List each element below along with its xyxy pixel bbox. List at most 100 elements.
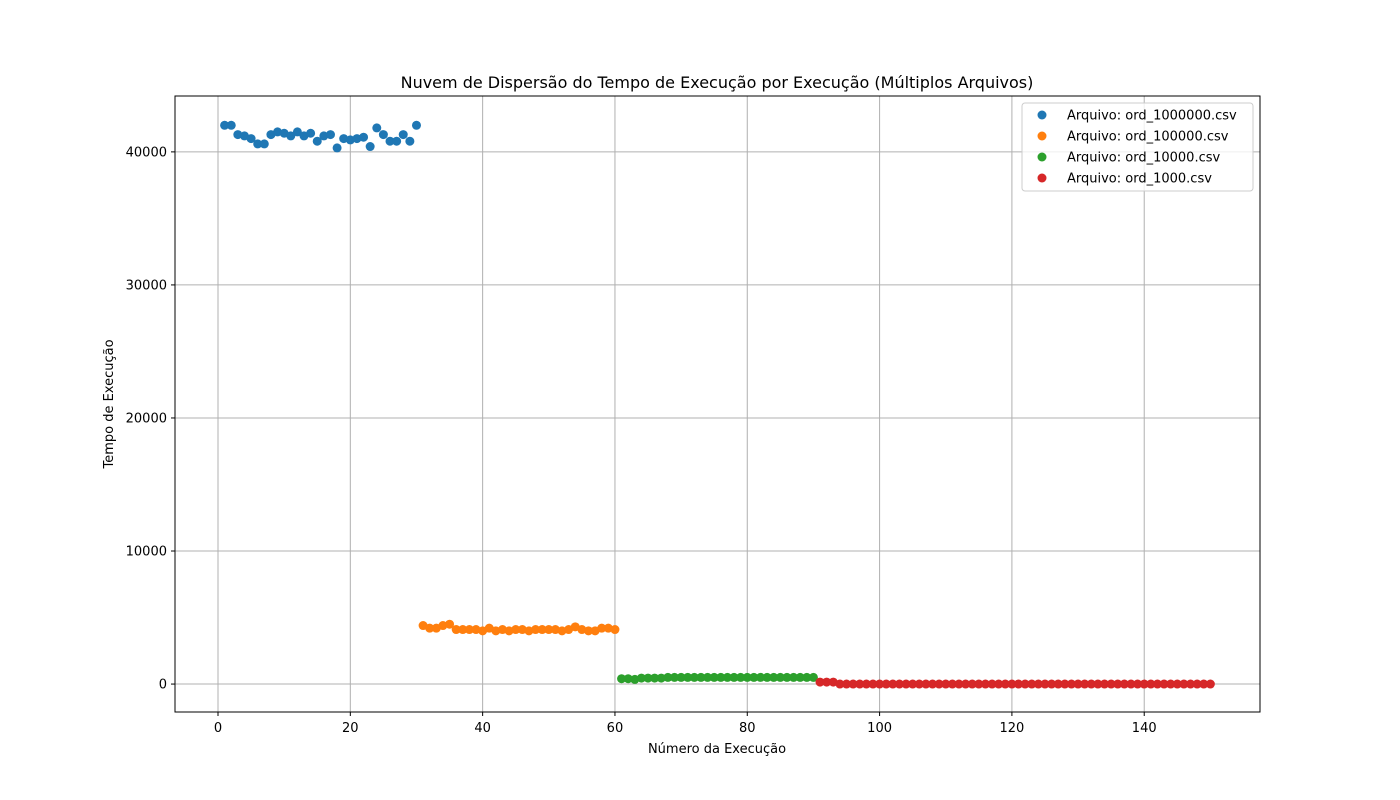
data-point — [736, 672, 746, 682]
series-4 — [815, 677, 1215, 689]
data-point — [742, 672, 752, 682]
series-2 — [418, 619, 620, 636]
data-point — [1020, 679, 1030, 689]
data-point — [1007, 679, 1017, 689]
data-point — [775, 672, 785, 682]
x-axis-title: Número da Execução — [648, 742, 786, 757]
legend-label: Arquivo: ord_1000000.csv — [1067, 109, 1237, 124]
data-point — [1133, 679, 1143, 689]
data-point — [306, 128, 316, 138]
data-points — [220, 120, 1215, 689]
data-point — [1073, 679, 1083, 689]
data-point — [842, 679, 852, 689]
data-point — [722, 672, 732, 682]
y-tick-label: 10000 — [126, 545, 167, 560]
data-point — [365, 142, 375, 152]
legend-item: Arquivo: ord_1000000.csv — [1037, 109, 1237, 124]
data-point — [610, 625, 620, 635]
data-point — [980, 679, 990, 689]
y-tick-label: 40000 — [126, 145, 167, 160]
data-point — [716, 672, 726, 682]
y-tick-label: 20000 — [126, 411, 167, 426]
data-point — [1106, 679, 1116, 689]
data-point — [994, 679, 1004, 689]
data-point — [597, 623, 607, 633]
data-point — [974, 679, 984, 689]
data-point — [888, 679, 898, 689]
data-point — [1205, 679, 1215, 689]
y-axis-ticks: 0 10000 20000 30000 40000 — [126, 145, 175, 693]
legend-label: Arquivo: ord_100000.csv — [1067, 130, 1229, 145]
data-point — [656, 673, 666, 683]
data-point — [861, 679, 871, 689]
data-point — [835, 679, 845, 689]
data-point — [1152, 679, 1162, 689]
data-point — [398, 130, 408, 140]
data-point — [220, 120, 230, 130]
data-point — [286, 131, 296, 141]
data-point — [617, 674, 627, 684]
series-3 — [617, 672, 818, 684]
data-point — [795, 672, 805, 682]
x-tick-label: 140 — [1132, 721, 1157, 736]
chart-title: Nuvem de Dispersão do Tempo de Execução … — [401, 73, 1034, 92]
data-point — [445, 619, 455, 629]
legend-box — [1021, 102, 1254, 192]
data-point — [881, 679, 891, 689]
data-point — [1139, 679, 1149, 689]
data-point — [544, 625, 554, 635]
data-point — [1080, 679, 1090, 689]
x-tick-label: 80 — [739, 721, 756, 736]
x-tick-label: 120 — [999, 721, 1024, 736]
data-point — [1014, 679, 1024, 689]
data-point — [908, 679, 918, 689]
x-tick-label: 100 — [867, 721, 892, 736]
legend-item: Arquivo: ord_100000.csv — [1037, 130, 1229, 145]
data-point — [1126, 679, 1136, 689]
data-point — [531, 625, 541, 635]
legend-marker — [1037, 110, 1047, 120]
data-point — [312, 136, 322, 146]
legend-marker — [1037, 152, 1047, 162]
data-point — [1033, 679, 1043, 689]
data-point — [676, 672, 686, 682]
data-point — [947, 679, 957, 689]
data-point — [815, 677, 825, 687]
data-point — [458, 625, 468, 635]
data-point — [868, 679, 878, 689]
data-point — [1053, 679, 1063, 689]
x-tick-label: 20 — [342, 721, 359, 736]
data-point — [1060, 679, 1070, 689]
data-point — [332, 143, 342, 153]
data-point — [405, 136, 415, 146]
data-point — [709, 672, 719, 682]
legend-item: Arquivo: ord_10000.csv — [1037, 151, 1221, 166]
legend-label: Arquivo: ord_1000.csv — [1067, 172, 1212, 187]
legend-marker — [1037, 173, 1047, 183]
data-point — [1100, 679, 1110, 689]
data-point — [987, 679, 997, 689]
data-point — [689, 672, 699, 682]
legend-label: Arquivo: ord_10000.csv — [1067, 151, 1221, 166]
data-point — [749, 672, 759, 682]
data-point — [961, 679, 971, 689]
data-point — [941, 679, 951, 689]
data-point — [914, 679, 924, 689]
data-point — [1027, 679, 1037, 689]
data-point — [1086, 679, 1096, 689]
data-point — [769, 672, 779, 682]
data-point — [1093, 679, 1103, 689]
data-point — [583, 626, 593, 636]
data-point — [789, 672, 799, 682]
data-point — [875, 679, 885, 689]
data-point — [392, 136, 402, 146]
data-point — [259, 139, 269, 149]
data-point — [762, 672, 772, 682]
data-point — [464, 625, 474, 635]
data-point — [372, 123, 382, 133]
legend: Arquivo: ord_1000000.csv Arquivo: ord_100… — [1021, 102, 1254, 192]
data-point — [782, 672, 792, 682]
data-point — [848, 679, 858, 689]
data-point — [729, 672, 739, 682]
